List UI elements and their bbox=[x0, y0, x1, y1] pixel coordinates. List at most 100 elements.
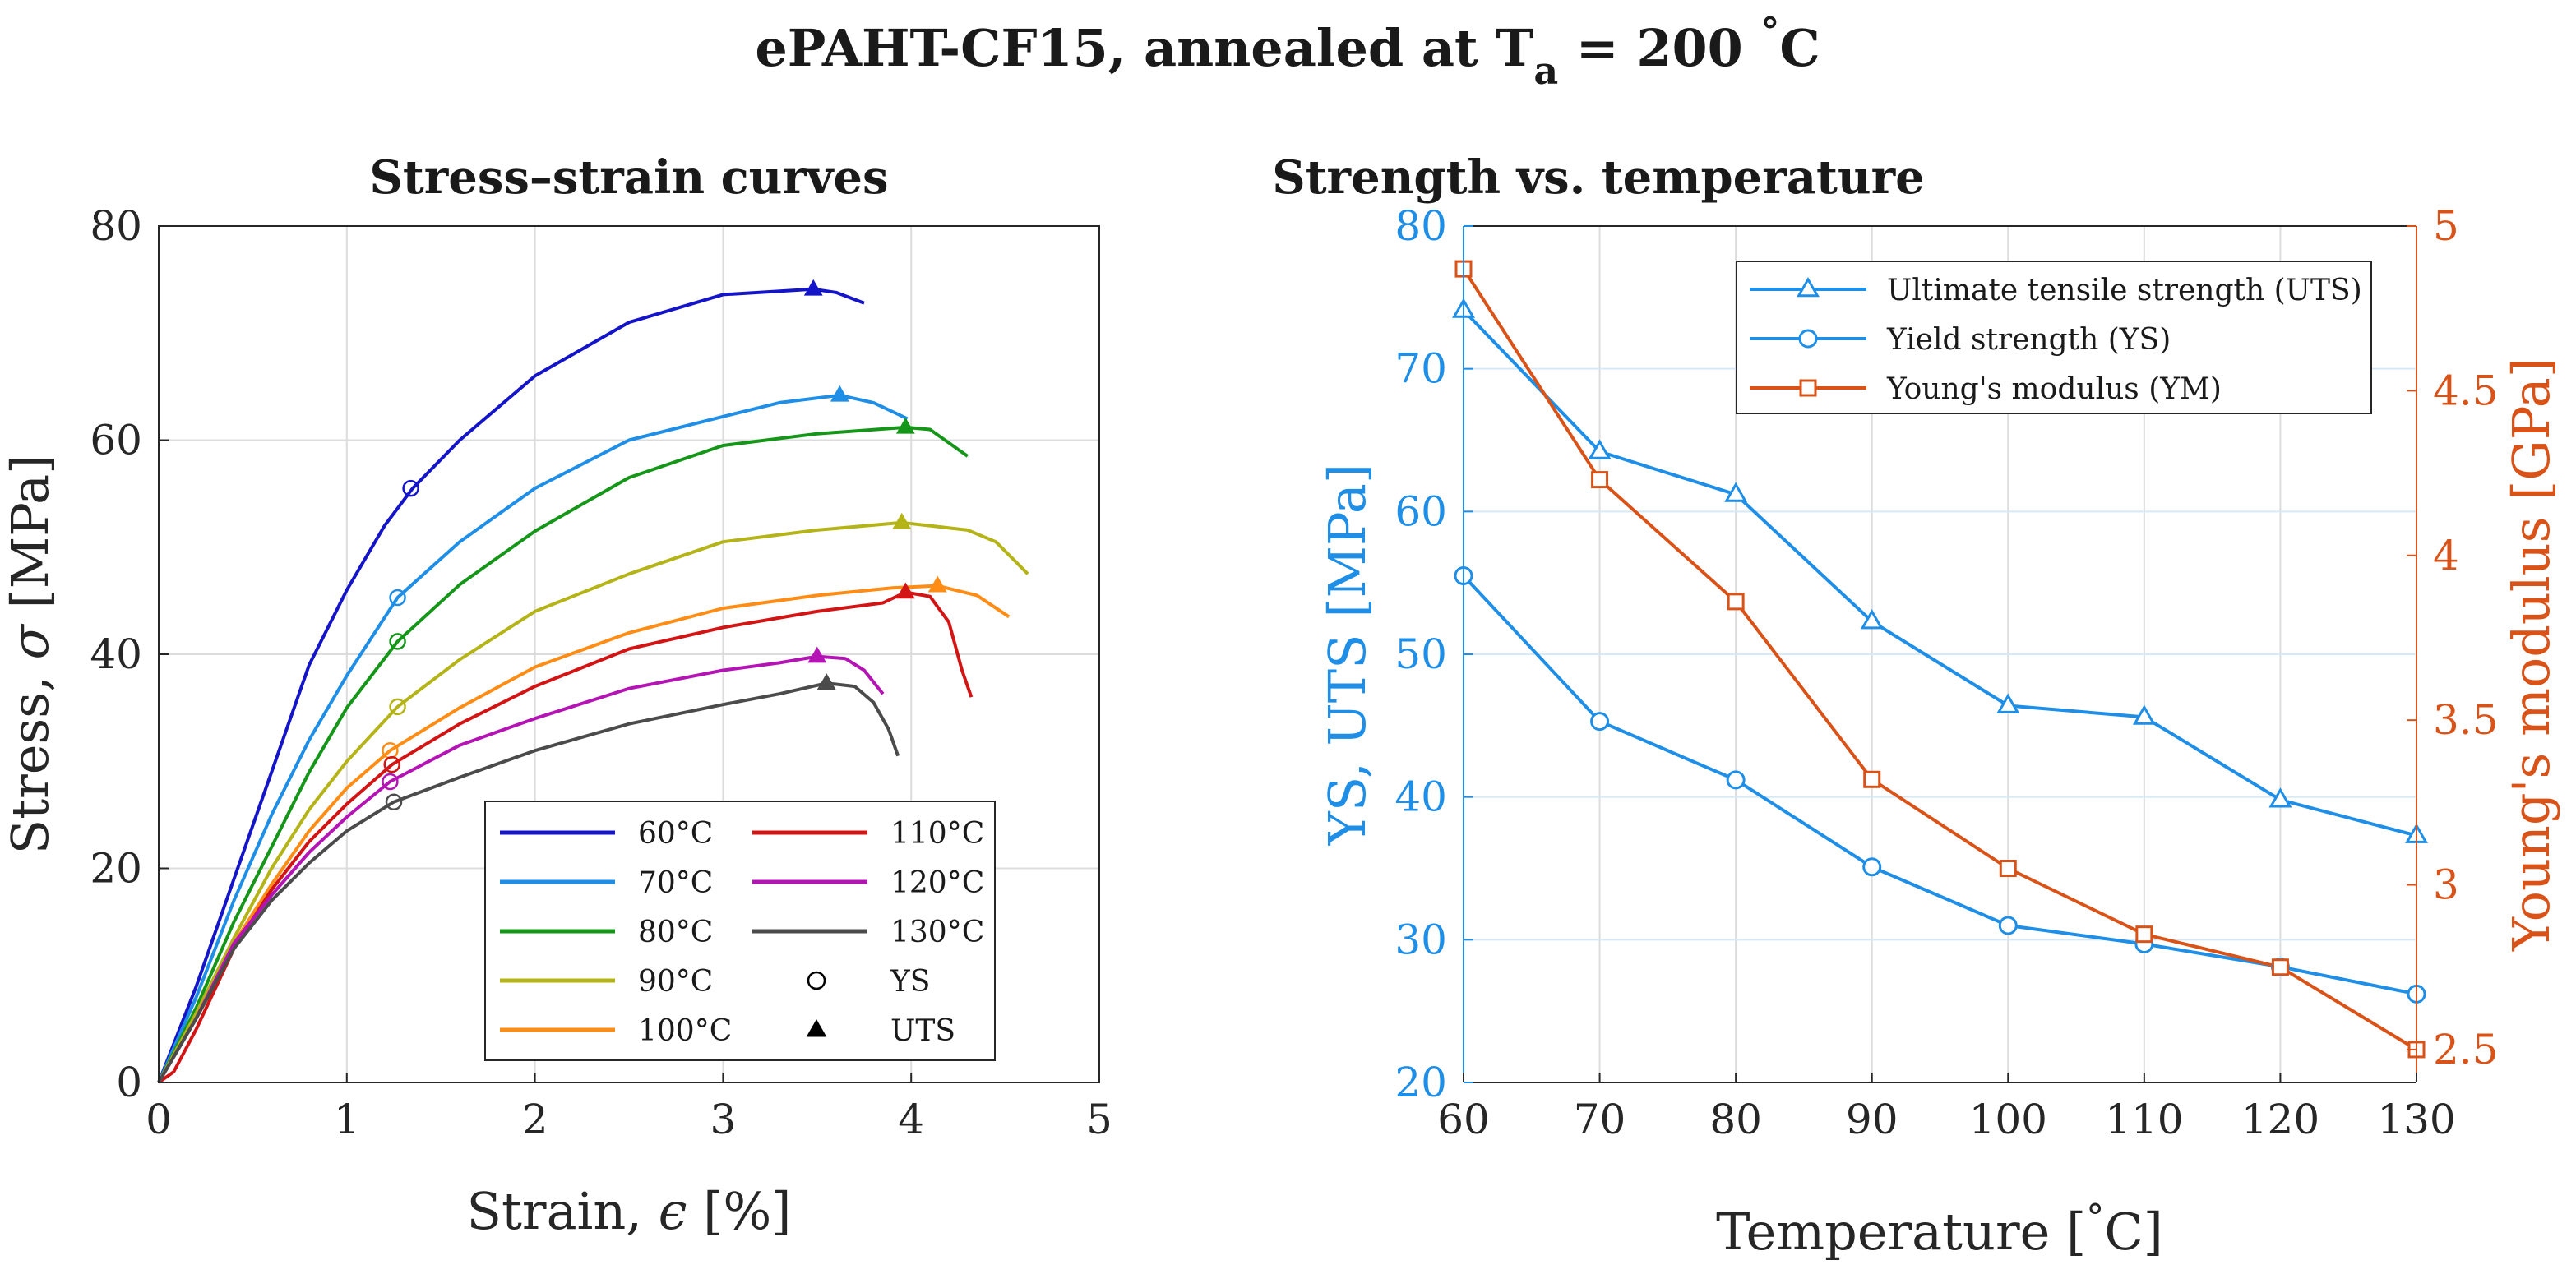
uts-marker-100-c bbox=[927, 575, 947, 593]
ym-point-80 bbox=[1727, 593, 1745, 611]
right-x-tick-labels: 60 70 80 90 100 110 120 130 bbox=[1437, 1073, 2456, 1143]
left-series-lines bbox=[157, 287, 1029, 1084]
series-line-ys bbox=[1462, 575, 2417, 996]
right-left-y-tick-50: 50 bbox=[1394, 630, 1447, 678]
left-chart-title: Stress–strain curves bbox=[369, 150, 888, 205]
uts-marker-60-c bbox=[803, 279, 823, 296]
uts-marker-130-c bbox=[816, 673, 836, 690]
legend-label-uts: UTS bbox=[890, 1014, 955, 1048]
legend-marker-uts bbox=[806, 1019, 827, 1037]
series-line-80-c bbox=[157, 425, 969, 1083]
right-xlabel-text: Temperature [ bbox=[1716, 1202, 2086, 1262]
uts-marker-90-c bbox=[892, 512, 912, 529]
legend-label-100-c: 100°C bbox=[638, 1014, 732, 1048]
ym-point-100 bbox=[1999, 860, 2017, 877]
right-left-y-tick-80: 80 bbox=[1394, 202, 1447, 250]
ys-marker-90-c bbox=[389, 698, 406, 716]
uts-marker-110-c bbox=[895, 582, 915, 599]
figure-title-eq: = 200 bbox=[1558, 18, 1760, 78]
right-legend: Ultimate tensile strength (UTS) Yield str… bbox=[1736, 261, 2372, 414]
right-x-tick-60: 60 bbox=[1437, 1096, 1490, 1143]
left-x-tick-1: 1 bbox=[334, 1096, 360, 1143]
right-series-lines bbox=[1462, 268, 2418, 1051]
right-x-tick-130: 130 bbox=[2377, 1096, 2455, 1143]
ys-point-100 bbox=[1998, 916, 2018, 935]
right-left-y-axis-label: YS, UTS [MPa] bbox=[1317, 464, 1377, 846]
figure-title-degree: ° bbox=[1760, 9, 1779, 53]
series-line-uts bbox=[1462, 309, 2417, 838]
uts-marker-80-c bbox=[895, 417, 915, 434]
legend-label-ys: Yield strength (YS) bbox=[1886, 323, 2171, 357]
right-x-tick-70: 70 bbox=[1574, 1096, 1626, 1143]
ym-point-70 bbox=[1591, 471, 1609, 489]
ys-marker-120-c bbox=[382, 773, 399, 791]
legend-marker-ys bbox=[1798, 329, 1818, 349]
left-x-tick-2: 2 bbox=[522, 1096, 548, 1143]
right-right-y-tick-2.5: 2.5 bbox=[2433, 1026, 2499, 1073]
left-x-tick-5: 5 bbox=[1086, 1096, 1112, 1143]
right-right-y-tick-4: 4 bbox=[2433, 532, 2459, 579]
right-right-y-tick-5: 5 bbox=[2433, 202, 2459, 250]
right-left-y-tick-40: 40 bbox=[1394, 773, 1447, 821]
series-line-120-c bbox=[157, 654, 885, 1084]
right-x-tick-120: 120 bbox=[2241, 1096, 2319, 1143]
right-left-y-tick-60: 60 bbox=[1394, 487, 1447, 535]
left-y-tick-labels: 0 20 40 60 80 bbox=[90, 202, 169, 1106]
ys-marker-80-c bbox=[389, 633, 406, 650]
ys-point-80 bbox=[1726, 770, 1746, 790]
uts-point-80 bbox=[1724, 482, 1748, 502]
legend-label-ym: Young's modulus (YM) bbox=[1886, 372, 2222, 406]
left-x-axis-label: Strain, ϵ [%] bbox=[467, 1181, 792, 1241]
legend-label-110-c: 110°C bbox=[890, 817, 984, 851]
ym-point-90 bbox=[1863, 770, 1881, 788]
legend-label-80-c: 80°C bbox=[638, 916, 713, 949]
left-y-tick-60: 60 bbox=[90, 417, 142, 464]
uts-marker-120-c bbox=[807, 646, 827, 663]
ys-point-90 bbox=[1862, 857, 1882, 877]
figure-title: ePAHT-CF15, annealed at Ta = 200 °C bbox=[755, 9, 1820, 93]
figure-title-unit: C bbox=[1779, 18, 1820, 78]
series-line-60-c bbox=[157, 287, 865, 1083]
right-right-y-tick-3.5: 3.5 bbox=[2433, 696, 2499, 744]
right-x-tick-100: 100 bbox=[1969, 1096, 2047, 1143]
ys-point-70 bbox=[1590, 712, 1610, 732]
right-right-y-tick-4.5: 4.5 bbox=[2433, 367, 2499, 414]
series-line-130-c bbox=[157, 681, 900, 1084]
ys-marker-110-c bbox=[383, 755, 400, 773]
stress-strain-chart: Stress–strain curves 0 1 2 3 4 5 0 20 40 60 80 St… bbox=[0, 150, 1112, 1241]
uts-marker-70-c bbox=[830, 385, 849, 402]
series-line-70-c bbox=[157, 393, 909, 1083]
legend-label-130-c: 130°C bbox=[890, 916, 984, 949]
left-y-tick-40: 40 bbox=[90, 630, 142, 678]
right-x-axis-label: Temperature [°C] bbox=[1716, 1197, 2163, 1262]
left-ylabel-unit: [MPa] bbox=[0, 455, 60, 625]
left-ylabel-text: Stress, bbox=[0, 660, 60, 855]
left-y-tick-0: 0 bbox=[116, 1059, 142, 1106]
series-line-100-c bbox=[157, 584, 1011, 1084]
legend-label-uts: Ultimate tensile strength (UTS) bbox=[1887, 274, 2362, 307]
right-xlabel-degree: ° bbox=[2086, 1197, 2104, 1239]
legend-label-ys: YS bbox=[890, 965, 930, 999]
right-xlabel-unit: C] bbox=[2104, 1202, 2163, 1262]
ys-marker-130-c bbox=[385, 793, 403, 810]
legend-label-70-c: 70°C bbox=[638, 866, 713, 900]
figure-title-subscript: a bbox=[1533, 48, 1558, 93]
uts-point-70 bbox=[1588, 439, 1612, 459]
right-x-tick-80: 80 bbox=[1709, 1096, 1762, 1143]
left-x-tick-labels: 0 1 2 3 4 5 bbox=[146, 1073, 1112, 1143]
left-y-axis-label: Stress, σ [MPa] bbox=[0, 455, 60, 855]
right-x-tick-110: 110 bbox=[2105, 1096, 2183, 1143]
strength-temperature-chart: Strength vs. temperature 60 70 80 90 100 110 1… bbox=[1272, 150, 2561, 1262]
left-ylabel-symbol: σ bbox=[0, 624, 60, 660]
ym-point-110 bbox=[2135, 925, 2153, 944]
right-right-y-tick-labels: 2.5 3 3.5 4 4.5 5 bbox=[2407, 202, 2499, 1073]
legend-marker-uts bbox=[1797, 276, 1820, 298]
series-line-ym bbox=[1462, 268, 2418, 1051]
right-left-y-tick-labels: 20 30 40 50 60 70 80 bbox=[1394, 202, 1473, 1106]
uts-point-100 bbox=[1996, 693, 2020, 713]
left-xlabel-unit: [%] bbox=[687, 1181, 791, 1241]
legend-label-60-c: 60°C bbox=[638, 817, 713, 851]
ys-marker-60-c bbox=[402, 479, 419, 497]
uts-point-120 bbox=[2268, 787, 2292, 808]
uts-point-90 bbox=[1860, 609, 1884, 630]
